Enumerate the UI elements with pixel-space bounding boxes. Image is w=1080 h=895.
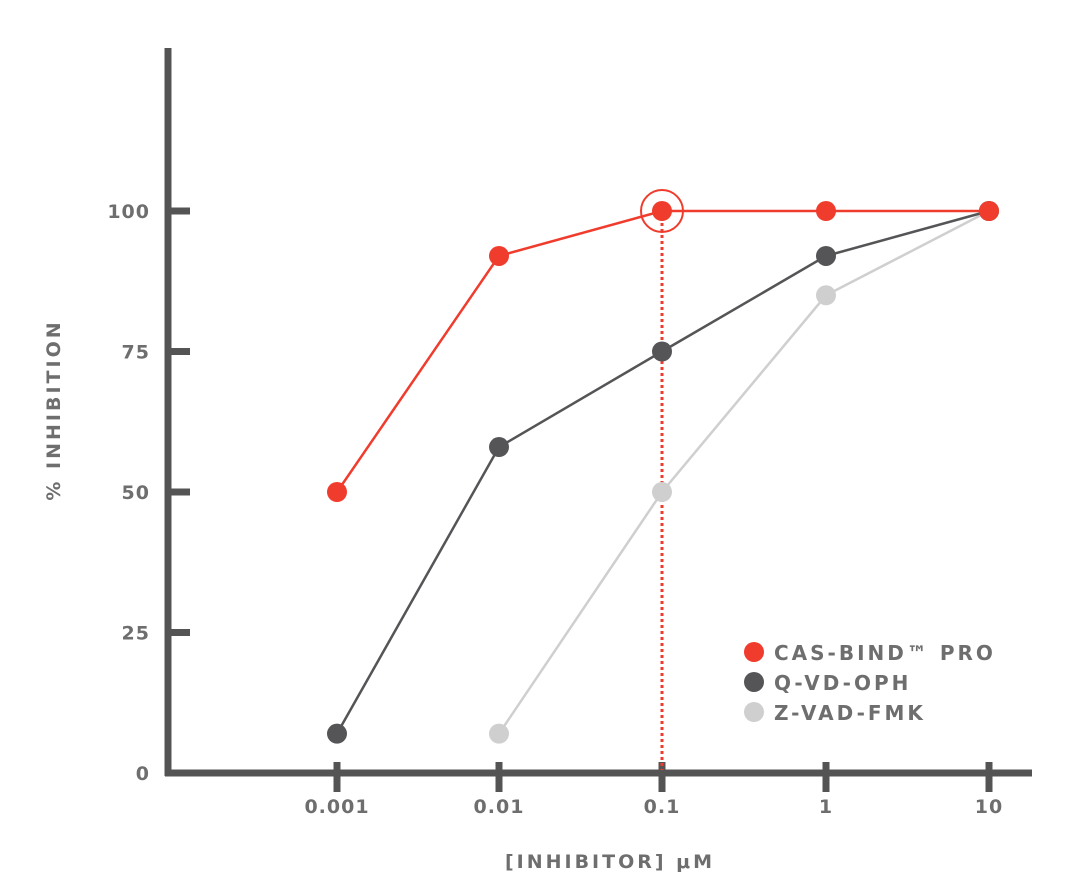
x-tick-label: 10 bbox=[975, 796, 1003, 818]
data-point bbox=[489, 723, 509, 744]
y-tick-label: 100 bbox=[107, 201, 150, 223]
x-ticks: 0.001 0.01 0.1 1 10 bbox=[304, 762, 1003, 818]
data-point bbox=[327, 723, 347, 744]
x-tick-label: 1 bbox=[819, 796, 833, 818]
x-tick-label: 0.1 bbox=[644, 796, 681, 818]
axes bbox=[164, 48, 1032, 777]
legend-label: CAS-BIND™ PRO bbox=[774, 641, 996, 665]
data-point bbox=[489, 245, 509, 266]
y-tick-label: 50 bbox=[122, 482, 150, 504]
data-point bbox=[816, 201, 836, 221]
y-tick-label: 0 bbox=[136, 763, 150, 785]
x-axis-title: [INHIBITOR] μM bbox=[505, 851, 715, 873]
legend-swatch bbox=[744, 672, 764, 692]
data-point bbox=[652, 201, 672, 221]
data-point bbox=[816, 245, 836, 266]
highlight-marker bbox=[640, 189, 684, 770]
series-line bbox=[497, 209, 990, 735]
legend-label: Q-VD-OPH bbox=[774, 671, 911, 695]
y-tick-label: 25 bbox=[122, 623, 150, 645]
series-2 bbox=[489, 201, 999, 744]
y-tick-label: 75 bbox=[122, 342, 150, 364]
data-point bbox=[816, 285, 836, 306]
y-ticks: 0 25 50 75 100 bbox=[107, 201, 190, 785]
data-point bbox=[979, 201, 999, 221]
x-tick-label: 0.001 bbox=[304, 796, 369, 818]
legend: CAS-BIND™ PRO Q-VD-OPH Z-VAD-FMK bbox=[744, 641, 996, 725]
data-point bbox=[327, 482, 347, 502]
data-point bbox=[652, 341, 672, 362]
legend-swatch bbox=[744, 702, 764, 722]
legend-swatch bbox=[744, 642, 764, 662]
data-point bbox=[652, 482, 672, 502]
y-axis-title: % INHIBITION bbox=[43, 319, 65, 500]
legend-label: Z-VAD-FMK bbox=[774, 701, 926, 725]
series-layer bbox=[327, 201, 999, 744]
series-0 bbox=[327, 201, 999, 502]
data-point bbox=[489, 437, 509, 458]
x-tick-label: 0.01 bbox=[474, 796, 525, 818]
